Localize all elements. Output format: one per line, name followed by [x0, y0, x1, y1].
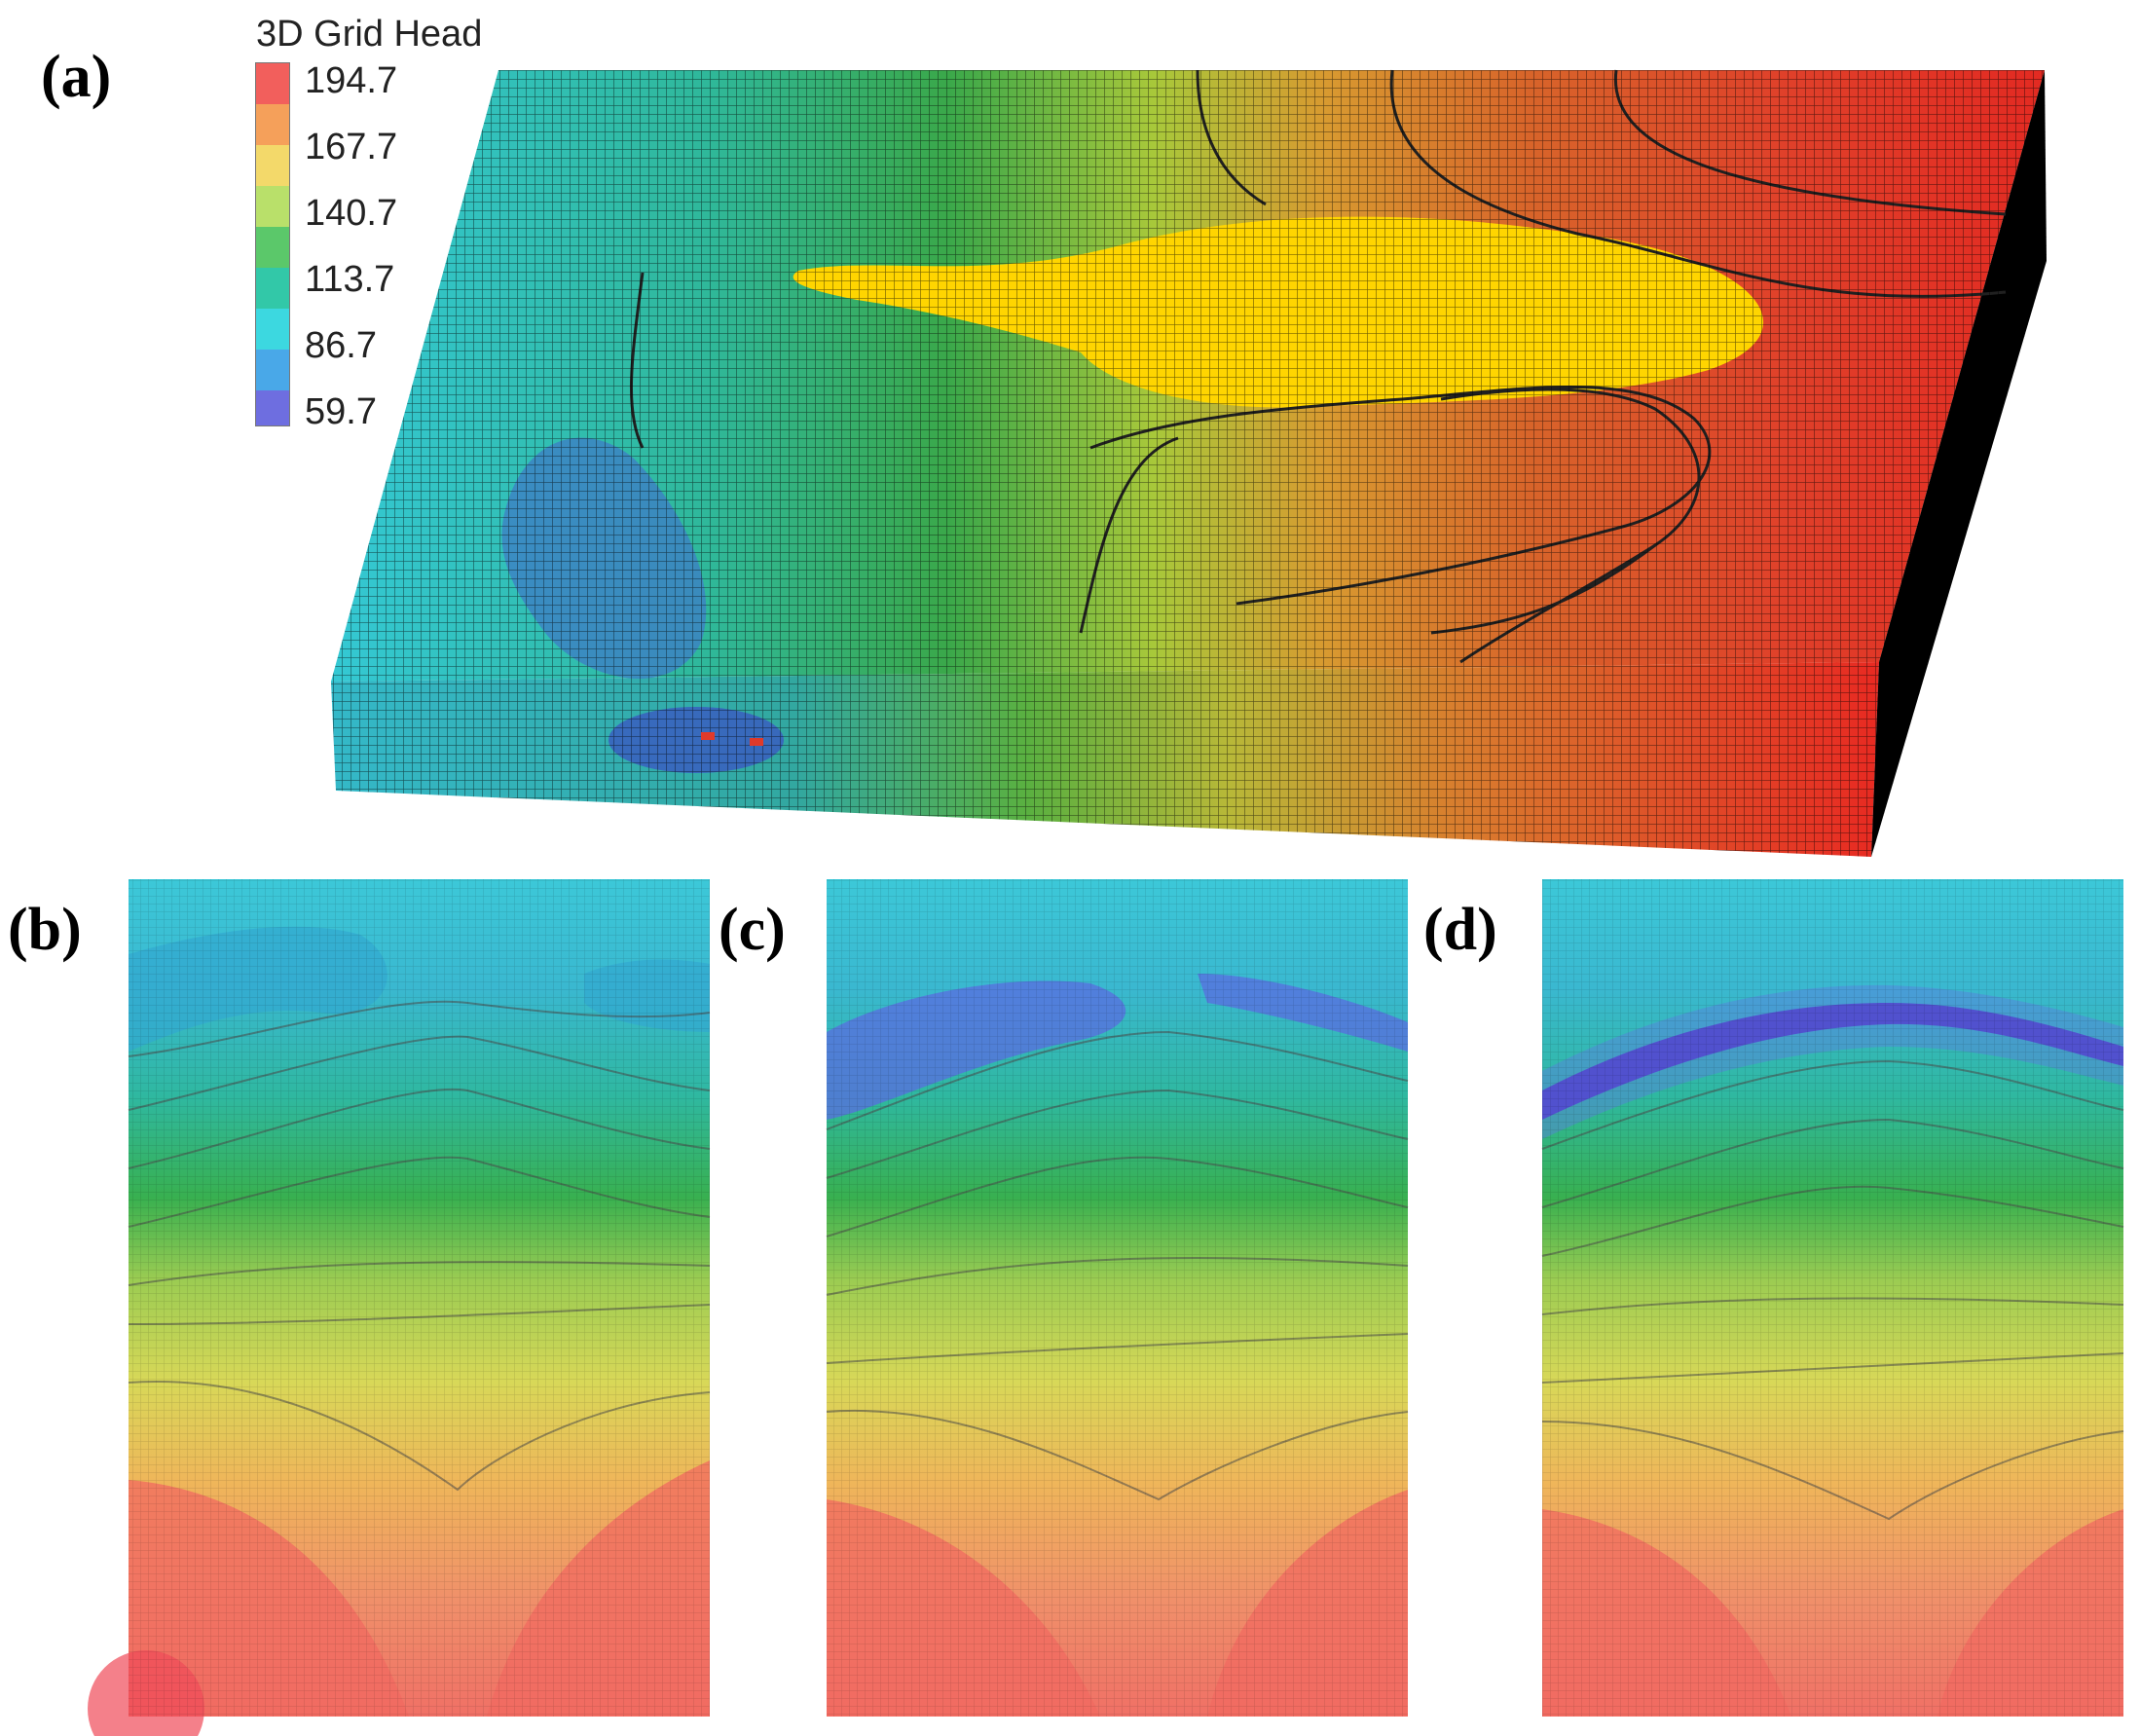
map-b-grid	[129, 879, 710, 1717]
legend-swatch	[256, 104, 289, 145]
panel-label-d: (d)	[1423, 897, 1497, 963]
legend-swatch	[256, 309, 289, 350]
panel-label-a: (a)	[41, 44, 112, 110]
legend-swatch	[256, 227, 289, 268]
panel-label-b: (b)	[8, 897, 82, 963]
panel-c-contour-map	[826, 879, 1409, 1717]
legend-swatch	[256, 145, 289, 186]
well-marker	[750, 738, 763, 746]
legend-tick: 86.7	[305, 325, 377, 366]
legend-title: 3D Grid Head	[256, 14, 483, 55]
map-d-grid	[1542, 879, 2123, 1717]
panel-b-contour-map	[88, 879, 711, 1736]
legend-swatch	[256, 350, 289, 390]
legend-color-bar	[255, 62, 290, 426]
legend-tick: 167.7	[305, 127, 398, 167]
legend-tick: 140.7	[305, 193, 398, 234]
well-marker	[701, 732, 715, 740]
legend-swatch	[256, 63, 289, 104]
legend-tick: 113.7	[305, 259, 395, 300]
legend-swatch	[256, 268, 289, 309]
panel-label-c: (c)	[719, 897, 786, 963]
legend-swatch	[256, 186, 289, 227]
block-top-grid	[331, 70, 2047, 857]
panel-d-contour-map	[1541, 879, 2124, 1717]
legend-tick: 194.7	[305, 60, 398, 101]
legend-swatch	[256, 390, 289, 425]
map-c-grid	[827, 879, 1408, 1717]
legend-tick: 59.7	[305, 391, 377, 432]
panel-a-3d-block	[331, 69, 2047, 857]
